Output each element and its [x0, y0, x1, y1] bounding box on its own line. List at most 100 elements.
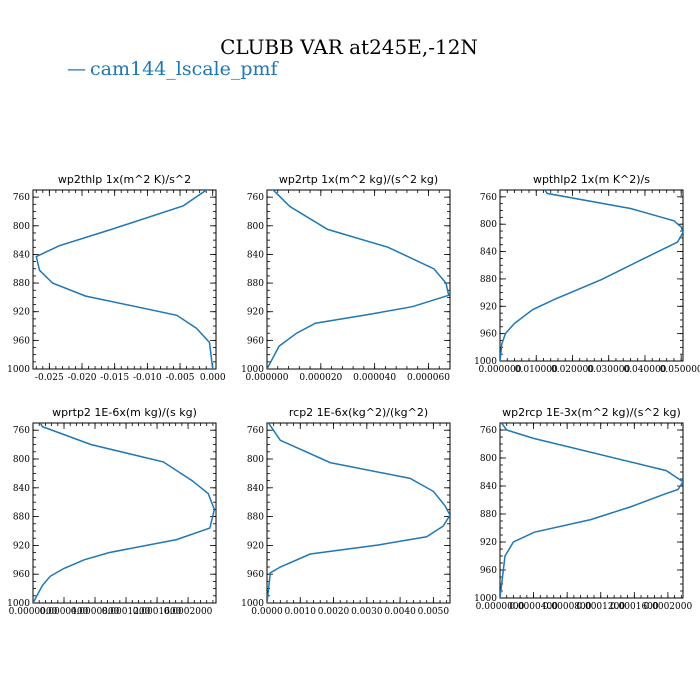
panel-title: wprtp2 1E-6x(m kg)/(s kg): [52, 406, 197, 419]
y-tick-label: 800: [247, 455, 264, 465]
x-tick-label: 0.000: [200, 373, 226, 383]
y-tick-label: 760: [13, 193, 30, 203]
x-tick-label: 0.0001200: [102, 607, 151, 617]
x-tick-label: 0.000060: [407, 373, 450, 383]
panel-1: wp2thlp 1x(m^2 K)/s^2 760 800 840 880 920 960 1…: [7, 173, 226, 383]
x-tick-label: -0.015: [100, 373, 129, 383]
y-tick-label: 760: [247, 193, 264, 203]
series-line: [500, 190, 683, 361]
panel-4: wprtp2 1E-6x(m kg)/(s kg) 760 800 840 880 920…: [7, 406, 217, 617]
y-tick-label: 960: [247, 570, 264, 580]
x-tick-label: 0.030000: [587, 365, 630, 375]
x-tick-label: 0.0000400: [40, 607, 89, 617]
x-tick-label: 0.0000000: [9, 607, 58, 617]
legend-label: cam144_lscale_pmf: [90, 58, 280, 80]
y-tick-label: 840: [480, 482, 497, 492]
y-tick-label: 880: [13, 513, 30, 523]
y-tick-label: 760: [480, 193, 497, 203]
y-tick-label: 760: [480, 426, 497, 436]
x-tick-label: 0.000000: [246, 373, 289, 383]
y-tick-label: 880: [247, 279, 264, 289]
y-tick-label: 840: [247, 250, 264, 260]
x-tick-label: 0.0002000: [164, 607, 213, 617]
x-tick-label: 0.0030: [351, 607, 383, 617]
x-tick-label: -0.020: [68, 373, 97, 383]
panel-title: wpthlp2 1x(m K^2)/s: [533, 173, 650, 186]
y-tick-label: 760: [13, 426, 30, 436]
x-tick-label: 0.0040: [384, 607, 416, 617]
plot-frame: [32, 189, 217, 370]
panel-title: wp2rtp 1x(m^2 kg)/(s^2 kg): [279, 173, 438, 186]
x-tick-label: 0.0000: [251, 607, 283, 617]
y-tick-label: 800: [247, 222, 264, 232]
y-tick-label: 760: [247, 426, 264, 436]
y-tick-label: 920: [247, 308, 264, 318]
x-tick-label: 0.0000800: [71, 607, 120, 617]
plot-frame: [499, 189, 684, 362]
y-tick-label: 920: [247, 541, 264, 551]
y-tick-label: 880: [480, 275, 497, 285]
y-tick-label: 1000: [7, 365, 30, 375]
plot-frame: [266, 422, 451, 604]
series-line: [35, 190, 214, 369]
x-tick-label: 0.0001600: [610, 602, 659, 612]
x-tick-label: -0.010: [133, 373, 162, 383]
x-tick-label: 0.0050: [418, 607, 450, 617]
x-tick-label: 0.0010: [285, 607, 317, 617]
x-tick-label: 0.0001600: [133, 607, 182, 617]
x-tick-label: 0.0001200: [576, 602, 625, 612]
y-tick-label: 1000: [474, 357, 497, 367]
plot-frame: [266, 189, 451, 370]
y-tick-label: 960: [13, 336, 30, 346]
y-tick-label: 920: [480, 302, 497, 312]
y-tick-label: 920: [13, 308, 30, 318]
plot-frame: [499, 422, 684, 599]
y-tick-label: 840: [13, 250, 30, 260]
y-tick-label: 960: [480, 330, 497, 340]
x-tick-label: 0.010000: [515, 365, 558, 375]
plot-frame: [32, 422, 217, 604]
panel-title: wp2rcp 1E-3x(m^2 kg)/(s^2 kg): [502, 406, 681, 419]
y-tick-label: 960: [13, 570, 30, 580]
legend: — cam144_lscale_pmf: [67, 58, 280, 80]
x-tick-label: 0.000040: [353, 373, 396, 383]
y-tick-label: 880: [247, 513, 264, 523]
y-tick-label: 800: [480, 454, 497, 464]
x-tick-label: -0.005: [166, 373, 195, 383]
panel-5: rcp2 1E-6x(kg^2)/(kg^2) 760 800 840 880 920 96…: [241, 406, 451, 617]
series-line: [267, 423, 450, 603]
legend-line-symbol: —: [67, 58, 86, 80]
y-tick-label: 800: [480, 220, 497, 230]
x-tick-label: 0.000020: [299, 373, 342, 383]
x-tick-label: 0.050000: [660, 365, 700, 375]
x-tick-label: 0.020000: [551, 365, 594, 375]
y-tick-label: 1000: [474, 594, 497, 604]
y-tick-label: 920: [13, 541, 30, 551]
panel-3: wpthlp2 1x(m K^2)/s 760 800 840 880 920 960 100…: [474, 173, 700, 375]
y-tick-label: 920: [480, 538, 497, 548]
y-tick-label: 1000: [7, 599, 30, 609]
series-line: [33, 423, 216, 603]
x-tick-label: 0.000000: [479, 365, 522, 375]
x-tick-label: 0.0002000: [644, 602, 693, 612]
x-tick-label: 0.0020: [318, 607, 350, 617]
y-tick-label: 1000: [241, 599, 264, 609]
y-tick-label: 800: [13, 222, 30, 232]
x-tick-label: 0.0000800: [543, 602, 592, 612]
panel-title: wp2thlp 1x(m^2 K)/s^2: [58, 173, 191, 186]
panel-title: rcp2 1E-6x(kg^2)/(kg^2): [289, 406, 428, 419]
series-line: [267, 190, 450, 369]
panel-2: wp2rtp 1x(m^2 kg)/(s^2 kg) 760 800 840 880 92…: [241, 173, 451, 383]
y-tick-label: 840: [480, 248, 497, 258]
figure-title: CLUBB VAR at245E,-12N: [220, 35, 478, 59]
panels: wp2thlp 1x(m^2 K)/s^2 760 800 840 880 920 960 1…: [7, 173, 700, 617]
x-tick-label: 0.0000400: [509, 602, 558, 612]
y-tick-label: 840: [247, 484, 264, 494]
panel-6: wp2rcp 1E-3x(m^2 kg)/(s^2 kg) 760 800 840 88…: [474, 406, 692, 612]
y-tick-label: 960: [247, 336, 264, 346]
y-tick-label: 840: [13, 484, 30, 494]
y-tick-label: 880: [480, 510, 497, 520]
x-tick-label: 0.040000: [623, 365, 666, 375]
series-line: [500, 423, 683, 598]
